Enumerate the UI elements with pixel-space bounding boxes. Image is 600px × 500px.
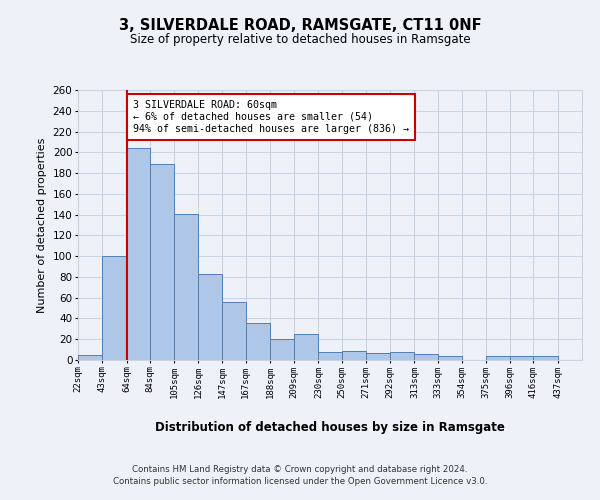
Bar — [486, 356, 511, 360]
Bar — [102, 256, 127, 360]
Text: 3, SILVERDALE ROAD, RAMSGATE, CT11 0NF: 3, SILVERDALE ROAD, RAMSGATE, CT11 0NF — [119, 18, 481, 32]
Bar — [294, 334, 319, 360]
Bar — [415, 354, 437, 360]
Text: Contains HM Land Registry data © Crown copyright and database right 2024.: Contains HM Land Registry data © Crown c… — [132, 464, 468, 473]
Bar — [78, 355, 102, 360]
Bar — [245, 322, 270, 360]
Bar — [319, 352, 341, 360]
Text: 3 SILVERDALE ROAD: 60sqm
← 6% of detached houses are smaller (54)
94% of semi-de: 3 SILVERDALE ROAD: 60sqm ← 6% of detache… — [133, 100, 409, 134]
Bar — [437, 356, 462, 360]
Text: Contains public sector information licensed under the Open Government Licence v3: Contains public sector information licen… — [113, 476, 487, 486]
Text: Size of property relative to detached houses in Ramsgate: Size of property relative to detached ho… — [130, 32, 470, 46]
Bar — [341, 350, 366, 360]
Bar — [223, 302, 245, 360]
Bar — [270, 339, 294, 360]
Bar — [198, 274, 223, 360]
Bar — [174, 214, 198, 360]
Y-axis label: Number of detached properties: Number of detached properties — [37, 138, 47, 312]
Bar — [511, 356, 533, 360]
Text: Distribution of detached houses by size in Ramsgate: Distribution of detached houses by size … — [155, 421, 505, 434]
Bar — [366, 352, 390, 360]
Bar — [533, 356, 558, 360]
Bar — [127, 148, 149, 360]
Bar — [390, 352, 415, 360]
Bar — [149, 164, 174, 360]
